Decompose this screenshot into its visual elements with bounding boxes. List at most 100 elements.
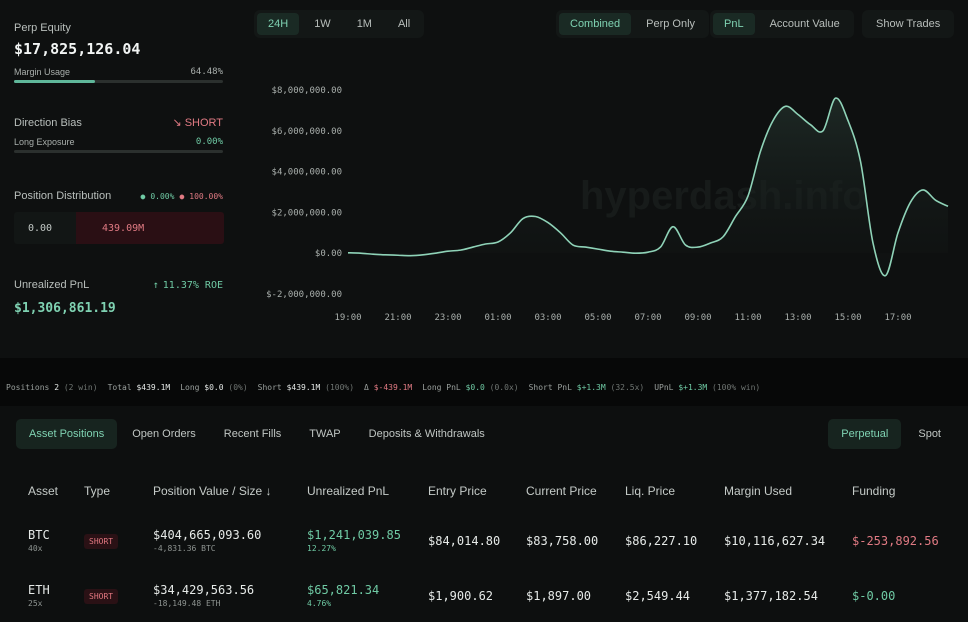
col-liq-price[interactable]: Liq. Price bbox=[625, 484, 676, 498]
status-badge: SHORT bbox=[84, 534, 119, 549]
entry-price: $1,900.62 bbox=[428, 589, 494, 603]
margin-used: $10,116,627.34 bbox=[724, 534, 826, 548]
x-tick-label: 01:00 bbox=[484, 313, 511, 323]
tab-asset-positions[interactable]: Asset Positions bbox=[16, 419, 118, 449]
long-total-pct: (0%) bbox=[228, 382, 248, 392]
y-tick-label: $2,000,000.00 bbox=[272, 208, 342, 218]
tab-combined[interactable]: Combined bbox=[559, 13, 632, 35]
equity-card: Perp Equity $17,825,126.04 Margin Usage … bbox=[14, 22, 236, 83]
unrealized-pnl: $1,241,039.85 bbox=[307, 528, 401, 542]
x-tick-label: 15:00 bbox=[834, 313, 861, 323]
tab-account-value[interactable]: Account Value bbox=[769, 18, 840, 30]
tab-open-orders[interactable]: Open Orders bbox=[132, 428, 196, 440]
tab-pnl[interactable]: PnL bbox=[713, 13, 755, 35]
unrealized-pnl: $65,821.34 bbox=[307, 583, 380, 597]
x-tick-label: 05:00 bbox=[584, 313, 611, 323]
unrealized-pnl-pct: 12.27% bbox=[307, 544, 336, 553]
col-margin-used[interactable]: Margin Used bbox=[724, 484, 793, 498]
entry-price: $84,014.80 bbox=[428, 534, 501, 548]
short-pct: 100.00% bbox=[189, 191, 223, 201]
liq-price: $2,549.44 bbox=[625, 589, 691, 603]
asset-symbol: BTC bbox=[28, 528, 50, 542]
long-pnl-pct: (0.0x) bbox=[489, 382, 519, 392]
col-unrealized-pnl[interactable]: Unrealized PnL bbox=[307, 484, 390, 498]
tab-all[interactable]: All bbox=[397, 18, 411, 30]
x-tick-label: 11:00 bbox=[734, 313, 761, 323]
x-tick-label: 21:00 bbox=[384, 313, 411, 323]
long-dot-icon: ● bbox=[140, 191, 146, 201]
col-entry-price[interactable]: Entry Price bbox=[428, 484, 487, 498]
short-pnl-pct: (32.5x) bbox=[610, 382, 645, 392]
position-distribution-label: Position Distribution bbox=[14, 190, 112, 202]
tab-twap[interactable]: TWAP bbox=[309, 428, 341, 440]
equity-value: $17,825,126.04 bbox=[14, 40, 141, 58]
unrealized-pnl-label: Unrealized PnL bbox=[14, 279, 90, 291]
equity-label: Perp Equity bbox=[14, 22, 71, 34]
col-asset[interactable]: Asset bbox=[28, 484, 59, 498]
bias-card: Direction Bias ↘ SHORT Long Exposure 0.0… bbox=[14, 116, 236, 153]
tab-deposits-withdrawals[interactable]: Deposits & Withdrawals bbox=[368, 428, 485, 440]
margin-usage-label: Margin Usage bbox=[14, 67, 71, 77]
tab-perp-only[interactable]: Perp Only bbox=[646, 18, 696, 30]
positions-tabs: Asset Positions Open Orders Recent Fills… bbox=[16, 419, 498, 449]
col-funding[interactable]: Funding bbox=[852, 484, 896, 498]
total-value: $439.1M bbox=[136, 382, 171, 392]
asset-symbol: ETH bbox=[28, 583, 50, 597]
long-value: 0.00 bbox=[14, 212, 76, 244]
x-tick-label: 07:00 bbox=[634, 313, 661, 323]
tab-recent-fills[interactable]: Recent Fills bbox=[223, 428, 282, 440]
current-price: $83,758.00 bbox=[526, 534, 599, 548]
arrow-up-icon: ↑ bbox=[152, 279, 159, 291]
y-tick-label: $8,000,000.00 bbox=[272, 86, 342, 96]
upnl-strip-value: $+1.3M bbox=[678, 382, 708, 392]
long-pnl-label: Long PnL bbox=[422, 382, 461, 392]
positions-summary: Positions 2 (2 win) Total $439.1M Long $… bbox=[0, 378, 968, 396]
margin-usage-fill bbox=[14, 80, 95, 83]
pnl-chart: hyperdash.info$8,000,000.00$6,000,000.00… bbox=[266, 86, 949, 323]
position-value: $34,429,563.56 bbox=[153, 583, 255, 597]
tab-24h[interactable]: 24H bbox=[257, 13, 300, 35]
upnl-label: UPnL bbox=[654, 382, 674, 392]
x-tick-label: 13:00 bbox=[784, 313, 811, 323]
long-exposure-bar bbox=[14, 150, 223, 153]
positions-panel: Asset Positions Open Orders Recent Fills… bbox=[0, 406, 968, 622]
tab-1m[interactable]: 1M bbox=[356, 18, 372, 30]
upnl-card: Unrealized PnL ↑ 11.37% ROE $1,306,861.1… bbox=[14, 279, 236, 316]
col-type[interactable]: Type bbox=[84, 484, 111, 498]
status-badge: SHORT bbox=[84, 589, 119, 604]
pnl-line bbox=[347, 97, 949, 277]
tab-perpetual[interactable]: Perpetual bbox=[828, 419, 902, 449]
positions-count: 2 bbox=[54, 382, 60, 392]
x-tick-label: 23:00 bbox=[434, 313, 461, 323]
metric-tabs: PnL Account Value bbox=[710, 10, 854, 38]
y-tick-label: $0.00 bbox=[315, 249, 342, 259]
y-tick-label: $6,000,000.00 bbox=[272, 127, 342, 137]
margin-used: $1,377,182.54 bbox=[724, 589, 818, 603]
direction-bias-label: Direction Bias bbox=[14, 116, 82, 129]
long-total: $0.0 bbox=[204, 382, 224, 392]
tab-spot[interactable]: Spot bbox=[918, 428, 941, 440]
direction-bias-value: SHORT bbox=[184, 116, 223, 129]
pnl-area bbox=[348, 98, 948, 276]
asset-leverage: 40x bbox=[28, 544, 43, 553]
tab-1w[interactable]: 1W bbox=[314, 18, 331, 30]
roe-value: 11.37% ROE bbox=[162, 279, 223, 291]
positions-win: (2 win) bbox=[63, 382, 98, 392]
long-pnl-value: $0.0 bbox=[465, 382, 485, 392]
x-tick-label: 09:00 bbox=[684, 313, 711, 323]
account-summary: Perp Equity $17,825,126.04 Margin Usage … bbox=[0, 0, 240, 358]
liq-price: $86,227.10 bbox=[625, 534, 698, 548]
margin-usage-value: 64.48% bbox=[190, 67, 223, 77]
short-value: 439.09M bbox=[76, 212, 224, 244]
col-current-price[interactable]: Current Price bbox=[526, 484, 597, 498]
funding: $-253,892.56 bbox=[852, 534, 939, 548]
show-trades-button[interactable]: Show Trades bbox=[876, 18, 941, 30]
position-value: $404,665,093.60 bbox=[153, 528, 262, 542]
position-size: -4,831.36 BTC bbox=[153, 544, 216, 553]
x-tick-label: 03:00 bbox=[534, 313, 561, 323]
short-dot-icon: ● bbox=[179, 191, 185, 201]
view-tabs: Combined Perp Only bbox=[556, 10, 710, 38]
col-position-value[interactable]: Position Value / Size ↓ bbox=[153, 484, 272, 498]
short-total: $439.1M bbox=[286, 382, 321, 392]
time-range-tabs: 24H 1W 1M All bbox=[254, 10, 425, 38]
